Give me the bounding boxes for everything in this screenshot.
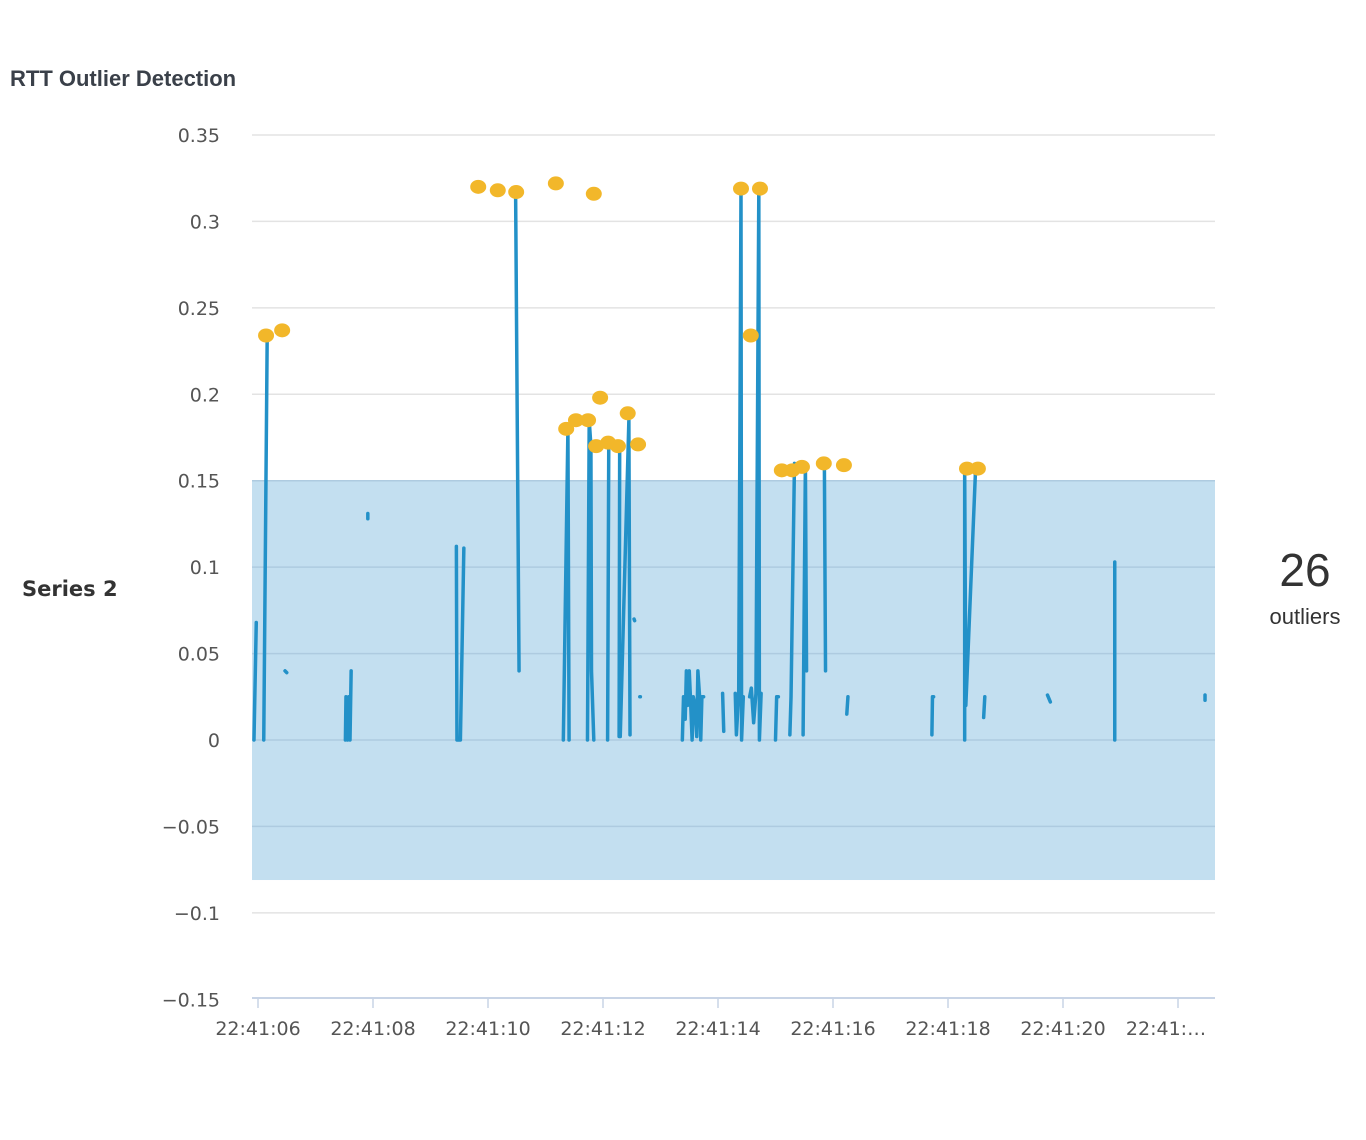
series-segment [605,444,611,742]
x-tick-label: 22:41:16 [790,1018,875,1040]
outlier-point [558,421,575,436]
outlier-point [258,328,275,343]
series-segment [343,669,353,742]
threshold-band [252,480,1215,881]
grid-layer [252,134,1215,914]
y-tick-label: 0.2 [190,384,220,406]
series-segment [585,418,596,742]
x-tick-label: 22:41:10 [445,1018,530,1040]
series-segment [617,444,622,739]
series-label: Series 2 [22,577,118,601]
outlier-count: 26 [1279,544,1331,596]
outlier-point [835,458,852,473]
outlier-point [609,439,626,454]
y-tick-label: −0.1 [174,903,220,925]
y-tick-label: 0.25 [178,298,220,320]
y-tick-label: 0.3 [190,211,220,233]
y-tick-label: 0.15 [178,471,220,493]
series-segment [981,695,987,720]
outlier-point [547,176,564,191]
outlier-layer [258,176,986,478]
outlier-count-label: outliers [1269,604,1341,629]
x-tick-label: 22:41:08 [330,1018,415,1040]
outlier-point [751,181,768,196]
series-segment [747,186,763,742]
series-segment [930,695,936,737]
x-tick-label: 22:41:20 [1020,1018,1105,1040]
outlier-point [588,439,605,454]
outlier-point [592,390,609,405]
y-tick-label: −0.05 [162,816,220,838]
series-segment [1045,693,1053,704]
outlier-point [567,413,584,428]
outlier-point [580,413,597,428]
x-tick-label: 22:41:06 [215,1018,300,1040]
chart-title: RTT Outlier Detection [10,66,237,91]
series-segment [822,461,828,673]
x-tick-label: 22:41:18 [905,1018,990,1040]
outlier-point [274,323,291,338]
x-tick-label: 22:41:14 [675,1018,760,1040]
series-segment [513,190,521,673]
outlier-point [619,406,636,421]
y-tick-label: 0 [208,730,220,752]
y-tick-label: 0.35 [178,125,220,147]
y-tick-label: 0.05 [178,644,220,666]
outlier-point [733,181,749,196]
outlier-point [630,437,647,452]
series-segment [262,333,269,742]
outlier-point [969,461,986,476]
outlier-point [793,459,810,474]
y-tick-label: −0.15 [162,989,220,1011]
x-tick-label: 22:41:… [1126,1018,1206,1040]
outlier-point [508,185,525,200]
band-layer [252,480,1215,881]
series-segment [252,620,259,742]
series-segment [733,186,746,742]
series-segment [962,466,978,742]
outlier-point [585,186,602,201]
series-segment [454,544,466,742]
series-segment [773,695,781,742]
series-segment [632,617,637,623]
outlier-point [815,456,832,471]
series-segment [283,669,289,675]
axes-layer: 0.35 0.3 0.25 0.2 0.15 0.1 0.05 0 −0.05 −0.1 −0.15… [162,125,1215,1040]
series-segment [720,691,726,734]
outlier-point [489,183,506,198]
y-tick-label: 0.1 [190,557,220,579]
outlier-point [470,179,487,194]
series-segment [788,461,797,737]
series-segment [680,669,706,742]
outlier-point [742,328,759,343]
series-segment [845,695,850,716]
x-tick-label: 22:41:12 [560,1018,645,1040]
